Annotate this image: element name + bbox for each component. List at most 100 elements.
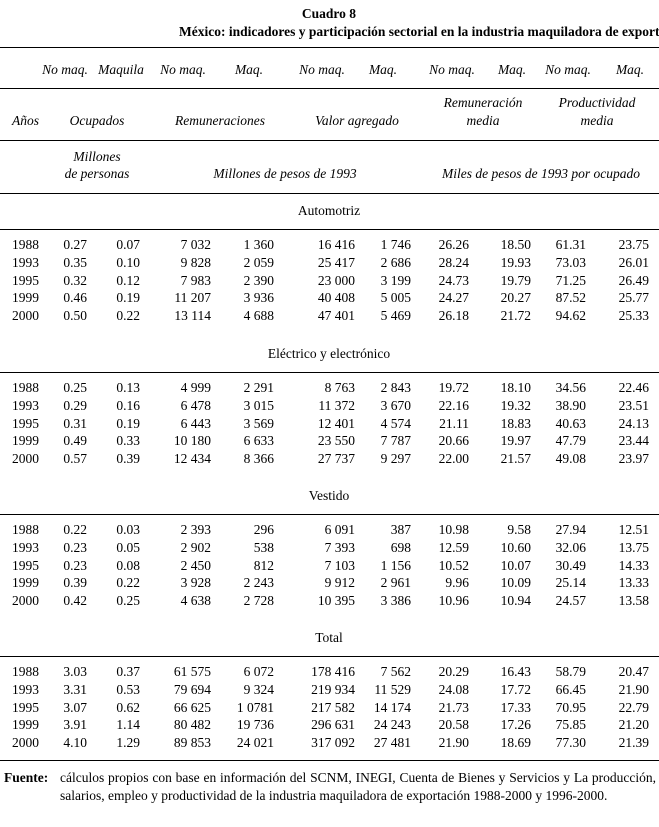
cell: 0.19 [116,290,140,306]
cell: 18.83 [500,415,531,431]
cell: 27 481 [373,735,411,751]
cell: 24.13 [618,415,649,431]
cell: 16 416 [317,237,355,252]
cell: 2 686 [380,254,411,270]
cell: 17.33 [500,699,531,715]
cell: 1.29 [116,735,140,751]
year: 2000 [12,451,39,467]
cell: 23.97 [618,451,649,467]
cell: 26.26 [438,237,469,252]
section-name: Vestido [308,488,350,503]
cell: 0.53 [116,681,140,697]
cell: 2 728 [243,593,274,609]
group-label: Remuneración [443,95,523,110]
cell: 296 631 [311,717,355,733]
cell: 2 902 [180,539,211,555]
cell: 0.32 [63,272,87,288]
cell: 1 360 [243,237,274,252]
cell: 22.46 [618,380,649,395]
cell: 24.08 [438,681,469,697]
cell: 296 [253,522,274,537]
cell: 9 324 [243,681,274,697]
cell: 0.35 [63,254,87,270]
cell: 6 072 [243,664,274,679]
cell: 2 390 [243,272,274,288]
cell: 34.56 [555,380,586,395]
cell: 2 059 [243,254,274,270]
cell: 26.01 [618,254,649,270]
cell: 0.07 [116,237,140,252]
cell: 0.42 [63,593,87,609]
cell: 20.58 [438,717,469,733]
section-name: Eléctrico y electrónico [267,346,391,361]
cell: 13.75 [618,539,649,555]
year: 1999 [12,717,39,733]
cell: 3.91 [63,717,87,733]
cell: 0.22 [63,522,87,537]
cell: 25.14 [555,575,586,591]
cell: 2 243 [243,575,274,591]
cell: 2 291 [243,380,274,395]
cell: 23 000 [317,272,355,288]
cell: 22.00 [438,451,469,467]
cell: 32.06 [555,539,586,555]
cell: 9.58 [507,522,531,537]
cell: 23.44 [618,433,649,449]
cell: 28.24 [438,254,469,270]
rule [0,193,659,194]
units-label: de personas [64,166,130,181]
cell: 10 180 [173,433,211,449]
cell: 3.03 [63,664,87,679]
cell: 70.95 [555,699,586,715]
column-label: No maq. [299,62,345,77]
year: 1988 [12,237,39,252]
year: 2000 [12,308,39,324]
year: 2000 [12,735,39,751]
cell: 10 395 [317,593,355,609]
cell: 0.57 [63,451,87,467]
section-name: Total [315,630,343,645]
cell: 0.62 [116,699,140,715]
cell: 7 562 [380,664,411,679]
cell: 0.03 [116,522,140,537]
title: Cuadro 8 [301,6,357,21]
rule [0,140,659,141]
column-label: Maq. [234,62,264,77]
cell: 13 114 [174,308,211,324]
cell: 66 625 [173,699,211,715]
cell: 22.16 [438,397,469,413]
cell: 23.51 [618,397,649,413]
cell: 19.32 [500,397,531,413]
year: 1995 [12,699,39,715]
cell: 19.79 [500,272,531,288]
cell: 27 737 [317,451,355,467]
cell: 10.96 [438,593,469,609]
units-label: Miles de pesos de 1993 por ocupado [442,166,640,181]
cell: 0.29 [63,397,87,413]
cell: 21.11 [439,415,469,431]
cell: 87.52 [555,290,586,306]
cell: 11 207 [174,290,211,306]
cell: 22.79 [618,699,649,715]
cell: 26.49 [618,272,649,288]
cell: 12.59 [438,539,469,555]
cell: 1 746 [380,237,411,252]
cell: 3.07 [63,699,87,715]
cell: 0.12 [116,272,140,288]
column-label: No maq. [42,62,88,77]
cell: 3 015 [243,397,274,413]
cell: 4 999 [180,380,211,395]
cell: 24.27 [438,290,469,306]
year: 1988 [12,522,39,537]
cell: 2 961 [380,575,411,591]
cell: 6 633 [243,433,274,449]
cell: 73.03 [555,254,586,270]
cell: 19 736 [236,717,274,733]
cell: 40 408 [317,290,355,306]
year: 1993 [12,539,39,555]
cell: 387 [390,522,411,537]
cell: 11 372 [318,397,355,413]
cell: 4 688 [243,308,274,324]
cell: 0.05 [116,539,140,555]
cell: 16.43 [500,664,531,679]
